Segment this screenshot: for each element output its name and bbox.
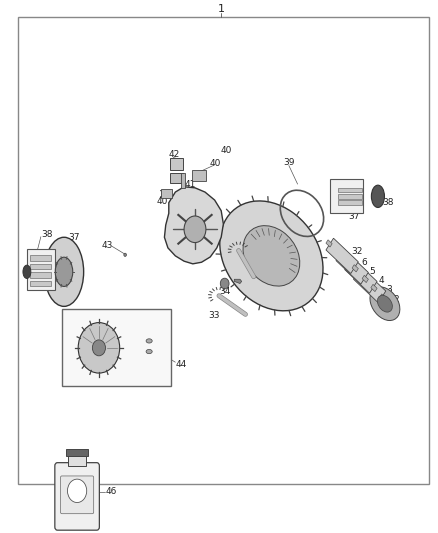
Bar [30, 281, 51, 286]
Polygon shape [234, 279, 242, 284]
Text: 44: 44 [175, 360, 187, 369]
Bar [170, 173, 183, 182]
FancyBboxPatch shape [66, 449, 88, 456]
Bar [161, 189, 172, 198]
Bar [380, 294, 386, 301]
Text: 45: 45 [184, 241, 195, 250]
Ellipse shape [220, 201, 323, 311]
Bar [181, 173, 185, 188]
Bar [371, 284, 377, 292]
Text: 46: 46 [106, 487, 117, 496]
Text: 37: 37 [68, 233, 80, 242]
Text: 5: 5 [370, 267, 375, 276]
Bar [62, 309, 171, 386]
Ellipse shape [370, 287, 400, 320]
Bar [336, 251, 342, 257]
Text: 38: 38 [41, 230, 53, 239]
Bar [336, 249, 368, 284]
Text: 40: 40 [209, 159, 221, 168]
Text: 35: 35 [242, 281, 254, 290]
Bar [326, 238, 358, 273]
Ellipse shape [124, 253, 127, 256]
Bar [30, 264, 51, 269]
Bar [362, 276, 368, 282]
Text: 32: 32 [351, 247, 362, 256]
Ellipse shape [44, 237, 84, 306]
Bar [326, 240, 332, 247]
Text: 3: 3 [386, 285, 392, 294]
Text: RAM: RAM [71, 488, 83, 494]
Text: 2: 2 [394, 295, 399, 304]
Ellipse shape [23, 265, 31, 278]
Circle shape [184, 216, 206, 243]
Text: 42: 42 [168, 150, 180, 159]
Bar [345, 260, 351, 266]
Bar [338, 194, 362, 199]
Bar [30, 255, 51, 261]
Ellipse shape [92, 340, 106, 356]
Polygon shape [164, 187, 223, 264]
Ellipse shape [55, 257, 73, 286]
Bar [352, 265, 358, 272]
Ellipse shape [378, 295, 392, 312]
Text: 40: 40 [220, 146, 232, 155]
Text: 33: 33 [241, 261, 252, 269]
Bar [30, 272, 51, 278]
Text: 1: 1 [218, 4, 225, 14]
Bar [18, 17, 428, 484]
Circle shape [67, 479, 87, 503]
Text: 38: 38 [383, 198, 394, 207]
Text: 1: 1 [159, 190, 165, 199]
Ellipse shape [146, 350, 152, 354]
Text: 40: 40 [156, 197, 167, 206]
Text: 6: 6 [361, 258, 367, 266]
Text: 41: 41 [184, 180, 195, 189]
Bar [353, 269, 360, 276]
Bar [338, 200, 362, 205]
Text: 43: 43 [101, 241, 113, 250]
Ellipse shape [243, 225, 300, 286]
Text: 36: 36 [243, 285, 254, 294]
Bar [170, 158, 183, 169]
Ellipse shape [169, 230, 173, 237]
Text: 4: 4 [378, 276, 384, 285]
Bar [27, 249, 55, 290]
Bar [338, 188, 362, 192]
Bar [353, 268, 386, 303]
Bar [330, 179, 363, 213]
FancyBboxPatch shape [55, 463, 99, 530]
Bar [68, 456, 86, 466]
Ellipse shape [364, 282, 389, 306]
Circle shape [220, 278, 229, 289]
Text: 34: 34 [219, 287, 230, 296]
Bar [345, 258, 377, 293]
Text: 37: 37 [348, 212, 359, 221]
Text: 39: 39 [284, 158, 295, 167]
Ellipse shape [78, 322, 120, 373]
Ellipse shape [371, 185, 385, 207]
FancyBboxPatch shape [60, 476, 94, 514]
Text: 33: 33 [208, 311, 219, 320]
Ellipse shape [146, 339, 152, 343]
Bar [192, 169, 206, 181]
